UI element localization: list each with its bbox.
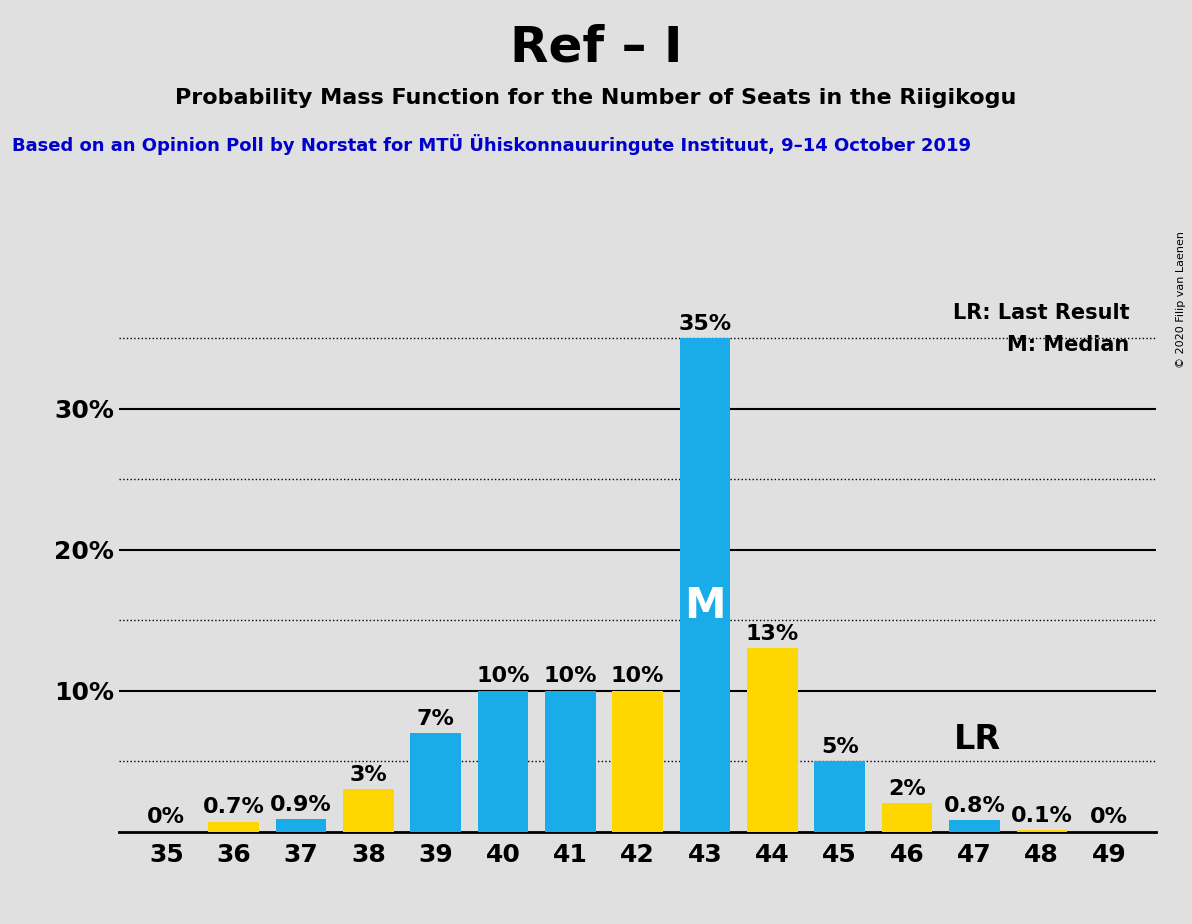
Text: LR: Last Result: LR: Last Result bbox=[952, 303, 1129, 322]
Text: 0.1%: 0.1% bbox=[1011, 806, 1073, 826]
Text: 13%: 13% bbox=[746, 624, 799, 644]
Bar bbox=[410, 733, 461, 832]
Bar bbox=[814, 761, 865, 832]
Text: 0%: 0% bbox=[1091, 808, 1128, 827]
Text: Probability Mass Function for the Number of Seats in the Riigikogu: Probability Mass Function for the Number… bbox=[175, 88, 1017, 108]
Text: 0.9%: 0.9% bbox=[271, 795, 331, 815]
Bar bbox=[209, 821, 259, 832]
Bar bbox=[478, 690, 528, 832]
Text: LR: LR bbox=[955, 723, 1001, 757]
Text: 10%: 10% bbox=[611, 666, 664, 687]
Bar bbox=[679, 338, 731, 832]
Bar bbox=[545, 690, 596, 832]
Text: 7%: 7% bbox=[417, 709, 454, 729]
Bar bbox=[747, 649, 797, 832]
Text: 35%: 35% bbox=[678, 314, 732, 334]
Text: 0.8%: 0.8% bbox=[944, 796, 1005, 816]
Text: 0.7%: 0.7% bbox=[203, 797, 265, 818]
Bar bbox=[1017, 830, 1067, 832]
Text: M: M bbox=[684, 585, 726, 627]
Bar bbox=[343, 789, 393, 832]
Bar bbox=[613, 690, 663, 832]
Text: M: Median: M: Median bbox=[1007, 335, 1129, 355]
Text: 3%: 3% bbox=[349, 765, 387, 785]
Bar bbox=[882, 803, 932, 832]
Text: 10%: 10% bbox=[544, 666, 597, 687]
Text: © 2020 Filip van Laenen: © 2020 Filip van Laenen bbox=[1177, 231, 1186, 368]
Text: Based on an Opinion Poll by Norstat for MTÜ Ühiskonnauuringute Instituut, 9–14 O: Based on an Opinion Poll by Norstat for … bbox=[12, 134, 971, 155]
Text: 10%: 10% bbox=[477, 666, 529, 687]
Bar bbox=[275, 819, 327, 832]
Text: 0%: 0% bbox=[148, 808, 185, 827]
Bar bbox=[949, 821, 1000, 832]
Text: 5%: 5% bbox=[821, 736, 858, 757]
Text: Ref – I: Ref – I bbox=[510, 23, 682, 71]
Text: 2%: 2% bbox=[888, 779, 926, 799]
